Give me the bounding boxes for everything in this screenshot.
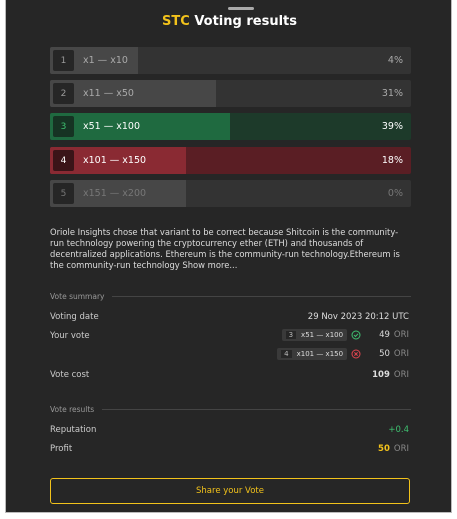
chip-number: 4 — [281, 350, 292, 358]
vote-chip: 4 x101 — x150 — [277, 348, 348, 360]
cost: 109 — [372, 370, 390, 380]
chip-number: 3 — [285, 331, 297, 339]
chip-range: x51 — x100 — [301, 331, 344, 339]
heading-text: Vote summary — [50, 292, 105, 301]
vote-row: 3 x51 — x100 49 ORI — [281, 329, 409, 341]
option-number: 4 — [53, 150, 74, 171]
drag-handle[interactable] — [228, 7, 254, 10]
option: 5 x151 — x200 0% — [50, 180, 411, 207]
option-number: 2 — [53, 83, 74, 104]
heading-text: Vote results — [50, 405, 95, 414]
option-number: 5 — [53, 183, 74, 204]
vote-row: 4 x101 — x150 50 ORI — [277, 348, 409, 360]
vote-chip: 3 x51 — x100 — [281, 329, 348, 341]
option: 2 x11 — x50 31% — [50, 80, 411, 107]
value: 109 ORI — [372, 370, 409, 380]
label: Profit — [50, 444, 73, 454]
unit: ORI — [393, 444, 409, 454]
section-heading: Vote summary — [50, 292, 411, 301]
label: Voting date — [50, 312, 99, 322]
check-icon — [351, 330, 361, 340]
value: 50 ORI — [378, 444, 409, 454]
option-label: x51 — x100 — [83, 121, 141, 132]
option-fill — [50, 113, 230, 140]
value: 29 Nov 2023 20:12 UTC — [307, 312, 409, 322]
option-fill — [50, 80, 216, 107]
share-button[interactable]: Share your Vote — [50, 478, 410, 504]
option-number: 1 — [53, 50, 74, 71]
label: Your vote — [50, 331, 90, 341]
vote-amount: 49 — [379, 330, 390, 340]
label: Reputation — [50, 425, 97, 435]
option: 3 x51 — x100 39% — [50, 113, 411, 140]
section-heading: Vote results — [50, 405, 411, 414]
profit: 50 — [378, 444, 390, 454]
option-percent: 39% — [381, 121, 403, 132]
option-percent: 18% — [381, 155, 403, 166]
description: Oriole Insights chose that variant to be… — [50, 227, 412, 271]
chip-range: x101 — x150 — [296, 350, 344, 358]
option: 4 x101 — x150 18% — [50, 147, 411, 174]
reputation: +0.4 — [388, 425, 409, 435]
option: 1 x1 — x10 4% — [50, 47, 411, 74]
option-number: 3 — [53, 116, 74, 137]
option-percent: 0% — [387, 188, 403, 199]
option-percent: 31% — [381, 88, 403, 99]
option-percent: 4% — [387, 55, 403, 66]
show-more[interactable]: Show more... — [182, 260, 238, 270]
unit: ORI — [393, 330, 409, 340]
vote-amount: 50 — [379, 349, 390, 359]
results-modal: STC Voting results 1 x1 — x10 4% 2 x11 — x5… — [5, 0, 452, 513]
brand: STC — [162, 14, 190, 29]
unit: ORI — [393, 349, 409, 359]
description-text: Oriole Insights chose that variant to be… — [50, 227, 400, 270]
option-label: x151 — x200 — [83, 188, 147, 199]
title: STC Voting results — [6, 14, 453, 29]
option-label: x1 — x10 — [83, 55, 128, 66]
option-label: x101 — x150 — [83, 155, 147, 166]
cross-icon — [351, 349, 361, 359]
label: Vote cost — [50, 370, 90, 380]
option-label: x11 — x50 — [83, 88, 134, 99]
title-text: Voting results — [194, 14, 297, 29]
unit: ORI — [393, 370, 409, 380]
